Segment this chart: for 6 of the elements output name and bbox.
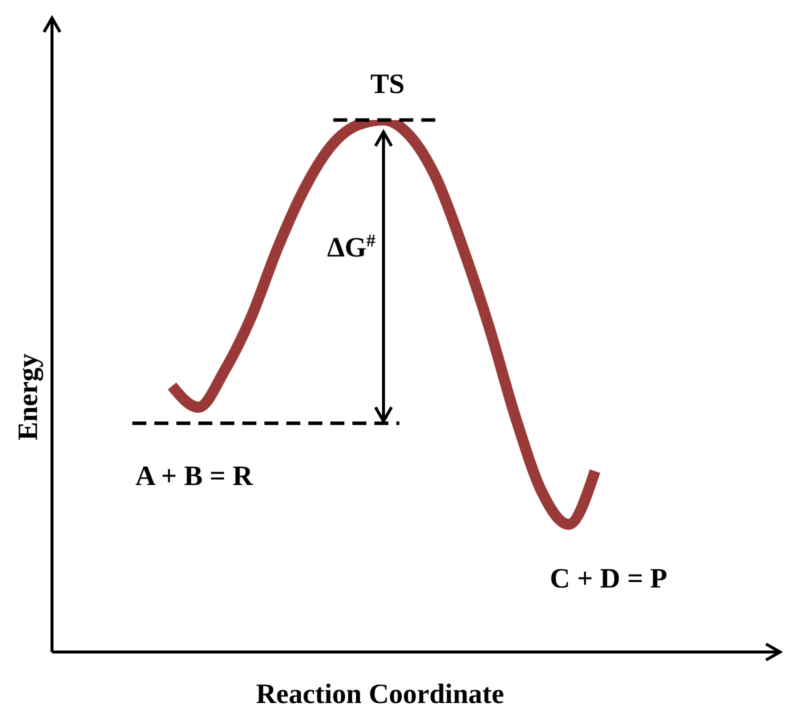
annotation: C + D = P [550,563,668,594]
ref-line-label: A + B = R [135,461,254,492]
annotation: ΔG$^{#}$ [327,230,376,264]
x-axis-title: Reaction Coordinate [256,679,504,710]
ref-line-label: TS [370,69,405,100]
y-axis-title: Energy [13,353,44,441]
